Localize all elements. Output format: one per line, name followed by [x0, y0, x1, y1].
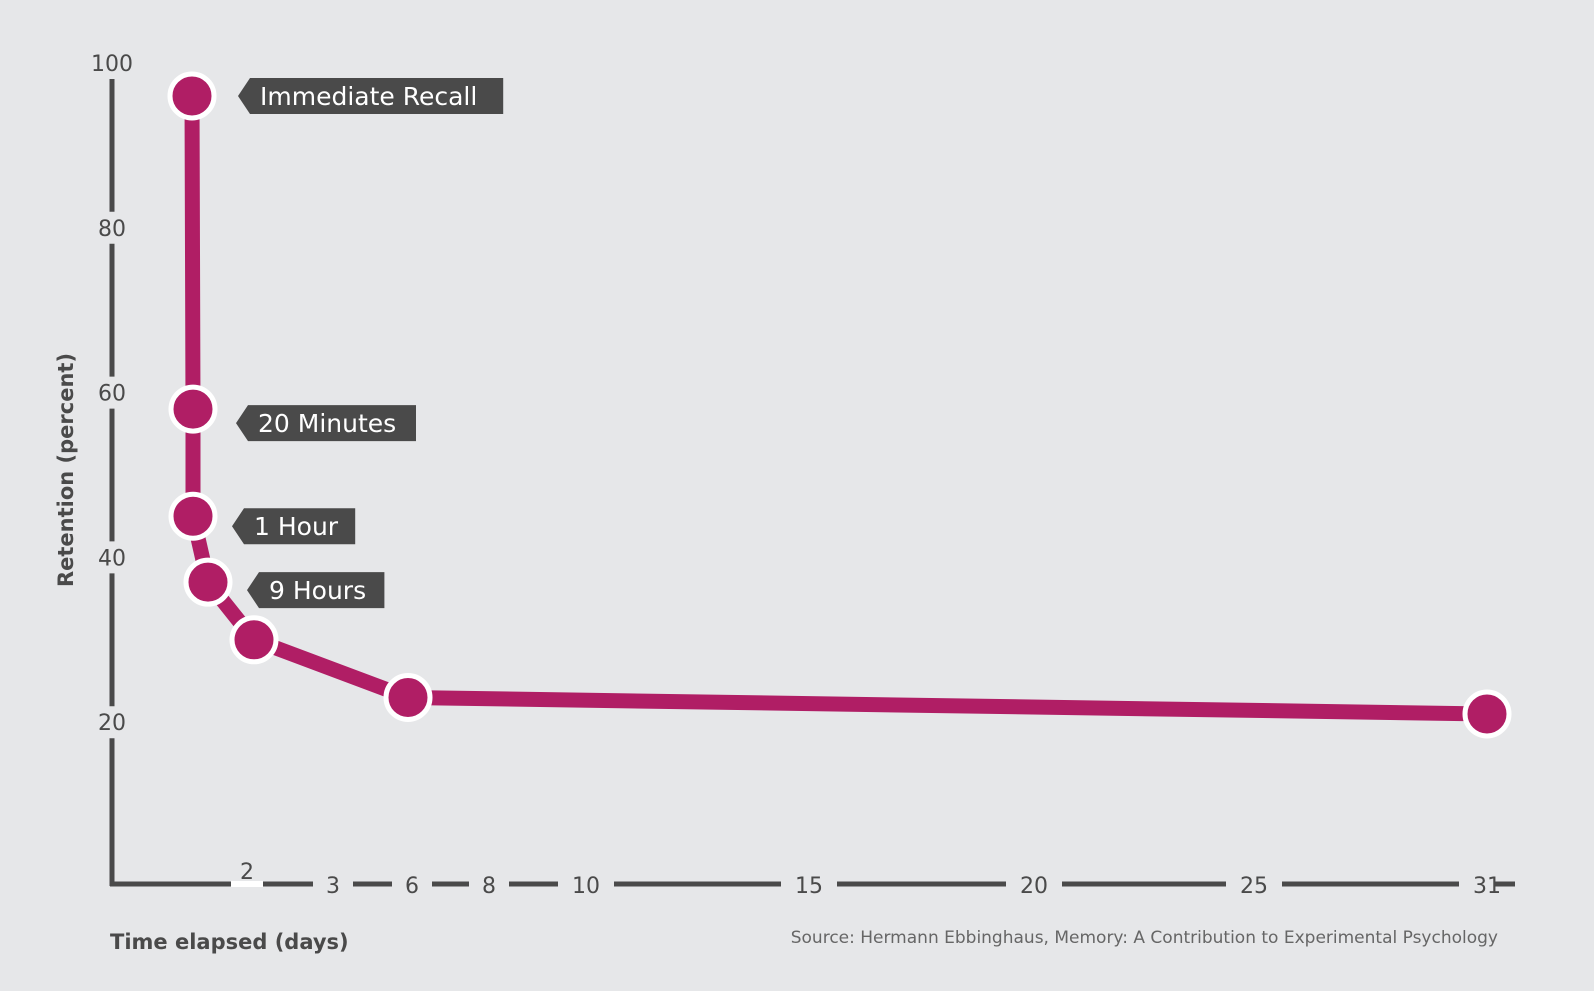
source-note: Source: Hermann Ebbinghaus, Memory: A Co… [790, 928, 1498, 948]
point-callouts: Immediate Recall 20 Minutes 1 Hour 9 Hours [232, 77, 504, 609]
data-point-4 [183, 557, 233, 607]
x-tick-label-31: 31 [1473, 874, 1501, 899]
x-tick-label-20: 20 [1020, 874, 1048, 899]
callout-2: 20 Minutes [236, 405, 416, 442]
data-point-7 [1462, 689, 1512, 739]
x-axis-title: Time elapsed (days) [110, 930, 349, 954]
x-tick-label-8: 8 [482, 874, 496, 899]
y-axis: 20 40 60 80 100 [91, 52, 133, 886]
retention-series [167, 71, 1512, 739]
callout-1: Immediate Recall [238, 77, 504, 114]
data-point-2 [168, 384, 218, 434]
callout-box [238, 77, 504, 114]
x-tick-label-3: 3 [326, 874, 340, 899]
callout-box [232, 508, 356, 545]
callout-3: 1 Hour [232, 508, 356, 545]
data-point-1 [167, 71, 217, 121]
callout-label: 9 Hours [269, 576, 366, 605]
x-tick-label-2: 2 [240, 860, 254, 885]
y-axis-title: Retention (percent) [54, 352, 78, 588]
x-tick-label-6: 6 [405, 874, 419, 899]
x-tick-2-notch [231, 881, 263, 887]
data-point-3 [168, 491, 218, 541]
callout-label: 1 Hour [254, 512, 339, 541]
y-tick-label-100: 100 [91, 52, 133, 77]
callout-label: Immediate Recall [260, 82, 477, 111]
y-tick-label-60: 60 [98, 382, 126, 407]
data-point-6 [383, 672, 433, 722]
data-point-5 [229, 615, 279, 665]
x-tick-label-10: 10 [572, 874, 600, 899]
y-tick-label-20: 20 [98, 711, 126, 736]
x-tick-label-15: 15 [795, 874, 823, 899]
retention-line [184, 88, 1495, 722]
callout-4: 9 Hours [247, 572, 385, 609]
callout-label: 20 Minutes [258, 409, 396, 438]
y-tick-label-40: 40 [98, 546, 126, 571]
x-tick-label-25: 25 [1240, 874, 1268, 899]
callout-box [247, 572, 385, 609]
y-tick-label-80: 80 [98, 217, 126, 242]
callout-box [236, 405, 416, 442]
x-axis: 2 3 6 8 10 15 20 25 31 [110, 860, 1515, 899]
